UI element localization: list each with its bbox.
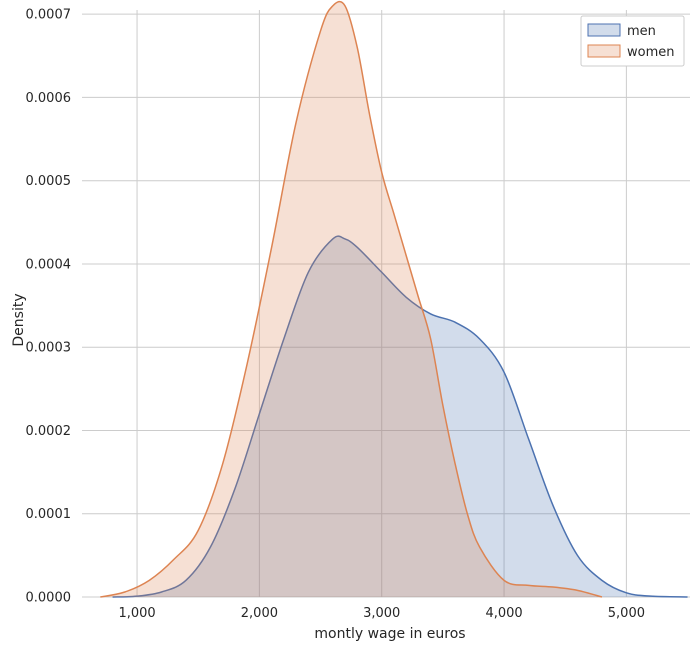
legend: men women [580, 15, 685, 67]
legend-label-women: women [627, 45, 675, 60]
x-tick-labels: 1,000 2,000 3,000 4,000 5,000 [118, 606, 645, 621]
area-women [100, 1, 602, 597]
x-tick-label: 2,000 [241, 606, 278, 621]
x-axis-title: montly wage in euros [314, 626, 465, 642]
legend-label-men: men [627, 24, 656, 39]
y-tick-label: 0.0007 [26, 8, 72, 23]
y-tick-labels: 0.0000 0.0001 0.0002 0.0003 0.0004 0.0005 0.00… [26, 8, 72, 606]
y-tick-label: 0.0006 [26, 91, 72, 106]
y-tick-label: 0.0001 [26, 507, 72, 522]
line-women [100, 0, 603, 598]
y-tick-label: 0.0004 [26, 257, 72, 272]
legend-swatch-men [587, 23, 621, 37]
line-men [112, 235, 688, 598]
x-tick-label: 4,000 [485, 606, 522, 621]
y-tick-label: 0.0005 [26, 174, 72, 189]
legend-box [580, 15, 685, 67]
x-tick-label: 1,000 [118, 606, 155, 621]
y-tick-label: 0.0000 [26, 591, 72, 606]
y-tick-label: 0.0002 [26, 424, 72, 439]
area-men [112, 236, 688, 597]
x-tick-label: 5,000 [608, 606, 645, 621]
legend-swatch-women [587, 44, 621, 58]
y-axis-title: Density [11, 293, 27, 346]
density-curves [100, 0, 688, 598]
y-tick-label: 0.0003 [26, 341, 72, 356]
grid-lines [82, 10, 690, 598]
x-tick-label: 3,000 [363, 606, 400, 621]
